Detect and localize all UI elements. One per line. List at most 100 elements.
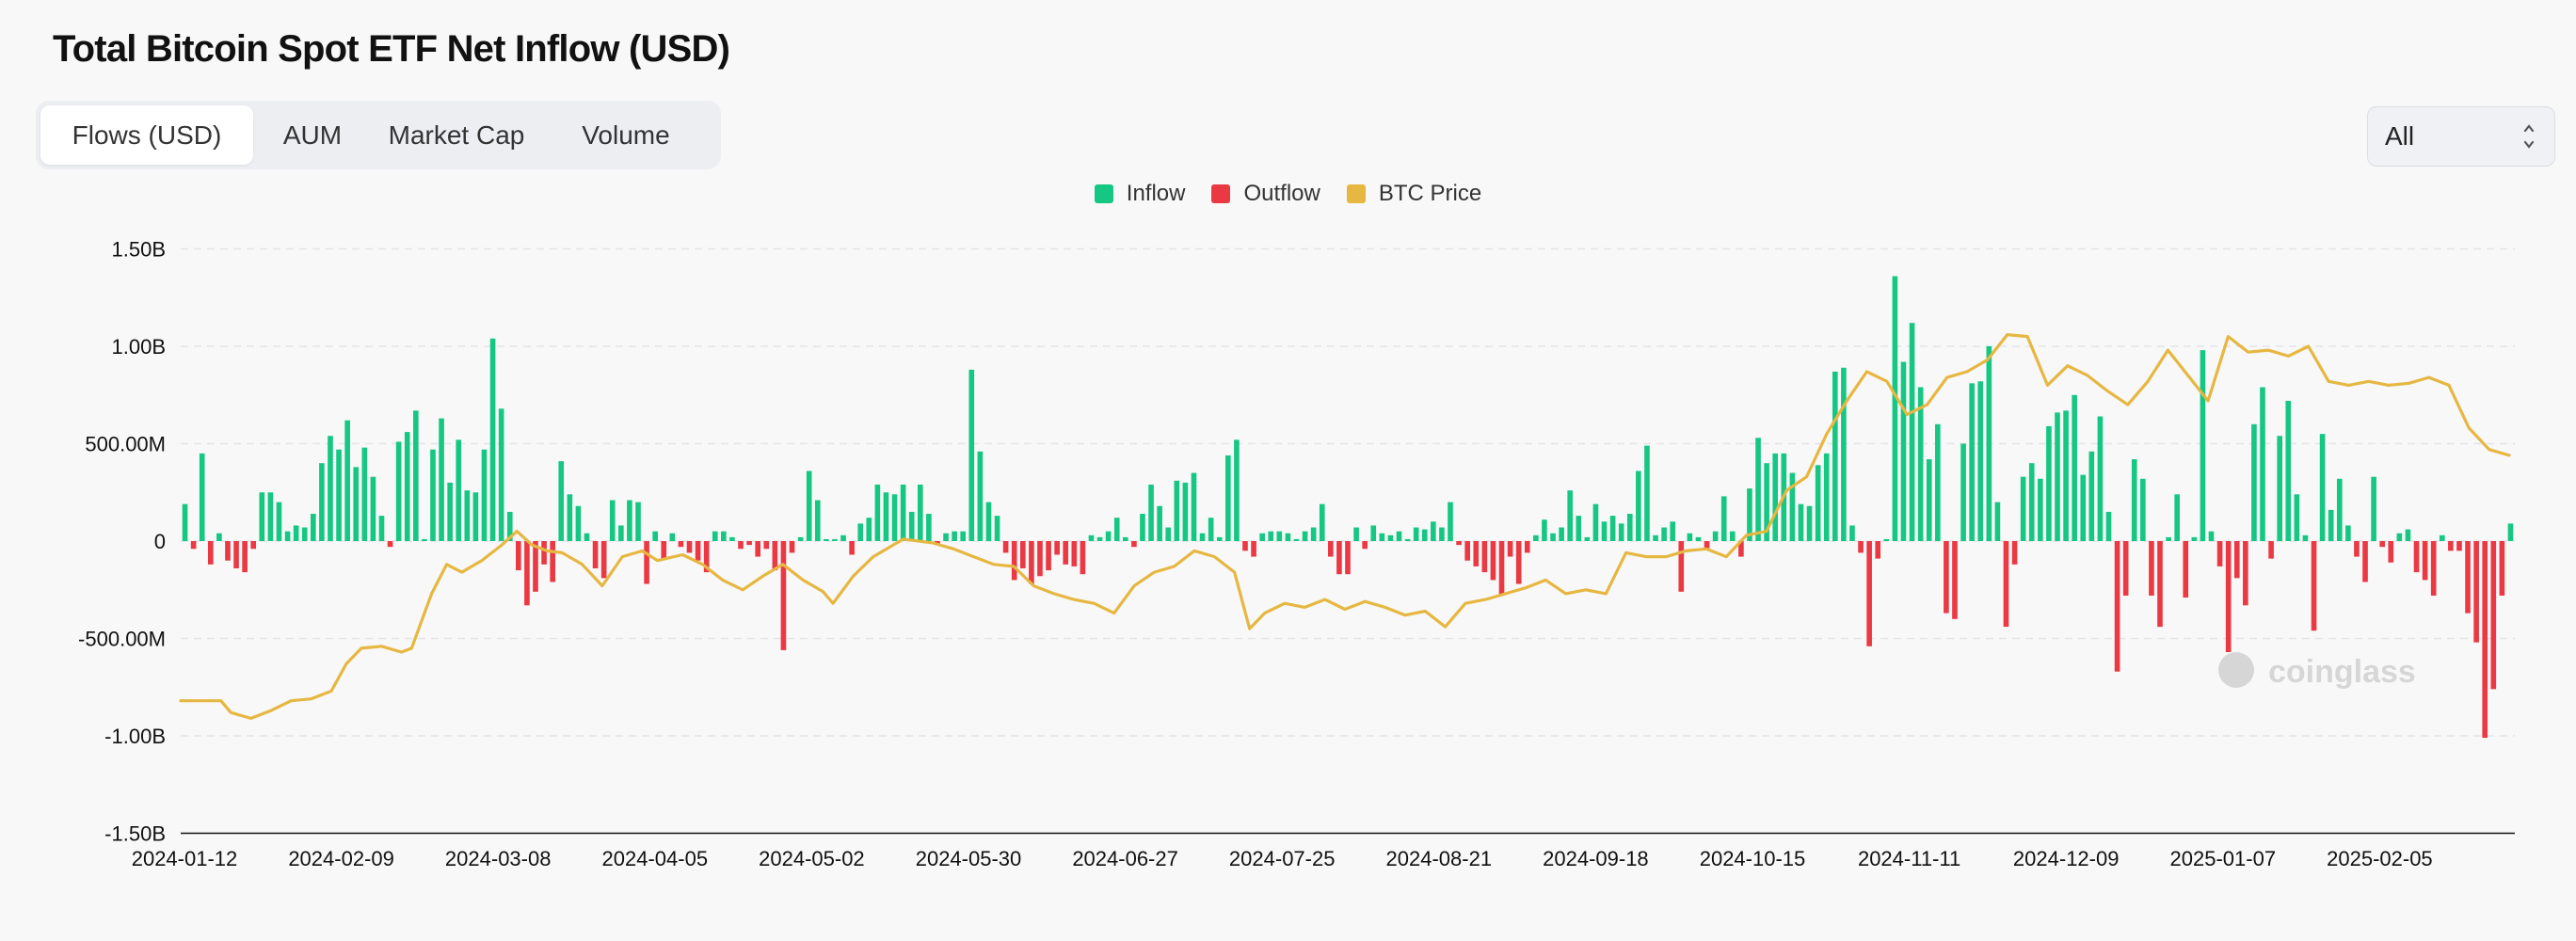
- inflow-bar: [584, 533, 590, 541]
- inflow-bar: [1618, 523, 1624, 541]
- inflow-bar: [1670, 521, 1676, 541]
- inflow-bar: [1174, 480, 1180, 541]
- inflow-bar: [985, 502, 992, 541]
- x-tick-label: 2024-05-02: [759, 847, 865, 870]
- legend-item-btc-price[interactable]: BTC Price: [1346, 181, 1482, 207]
- legend-item-outflow[interactable]: Outflow: [1211, 181, 1320, 207]
- outflow-bar: [2499, 541, 2505, 596]
- inflow-bar: [1140, 514, 1145, 541]
- inflow-bar: [2260, 387, 2265, 541]
- outflow-bar: [661, 541, 667, 559]
- y-tick-label: -1.00B: [104, 725, 166, 748]
- outflow-bar: [2216, 541, 2223, 566]
- inflow-bar: [1148, 484, 1154, 541]
- inflow-bar: [609, 500, 616, 541]
- outflow-bar: [2225, 541, 2232, 652]
- inflow-bar: [481, 449, 488, 541]
- outflow-bar: [2465, 541, 2471, 614]
- inflow-bar: [2063, 410, 2069, 541]
- inflow-bar: [1969, 383, 1975, 541]
- outflow-bar: [2149, 541, 2154, 596]
- outflow-bar: [1524, 541, 1530, 553]
- outflow-bar: [225, 541, 231, 561]
- inflow-bar: [1293, 538, 1300, 541]
- inflow-bar: [1815, 465, 1821, 541]
- inflow-bar: [344, 420, 350, 541]
- inflow-bar: [1695, 536, 1702, 541]
- inflow-bar: [1764, 463, 1769, 541]
- inflow-bar: [2174, 494, 2180, 541]
- inflow-bar: [1370, 525, 1377, 541]
- outflow-bar: [1866, 541, 1872, 646]
- inflow-bar: [1584, 536, 1591, 541]
- outflow-bar: [2448, 541, 2454, 551]
- inflow-bar: [1755, 438, 1761, 541]
- tab-volume[interactable]: Volume: [582, 120, 670, 150]
- outflow-bar: [1071, 541, 1078, 566]
- inflow-bar: [1542, 519, 1547, 541]
- outflow-bar: [1019, 541, 1026, 568]
- outflow-bar: [600, 541, 607, 579]
- inflow-bar: [430, 449, 436, 541]
- inflow-bar: [2336, 478, 2343, 541]
- outflow-bar: [2430, 541, 2437, 596]
- inflow-bar: [900, 484, 906, 541]
- inflow-bar: [1576, 516, 1582, 541]
- outflow-bar: [1131, 541, 1137, 548]
- outflow-bar: [1336, 541, 1342, 575]
- inflow-bar: [1601, 521, 1608, 541]
- inflow-bar: [1182, 482, 1189, 541]
- tab-aum[interactable]: AUM: [282, 120, 343, 150]
- outflow-bar: [550, 541, 555, 582]
- inflow-bar: [2131, 459, 2137, 541]
- inflow-bar: [1096, 536, 1103, 541]
- outflow-bar: [1858, 541, 1864, 553]
- y-tick-label: 0: [154, 530, 166, 553]
- inflow-bar: [2191, 536, 2198, 541]
- tab-flows[interactable]: Flows (USD): [40, 105, 253, 165]
- inflow-bar: [2251, 423, 2257, 541]
- inflow-bar: [1687, 533, 1693, 541]
- inflow-bar: [917, 484, 923, 541]
- inflow-bar: [1917, 387, 1924, 541]
- inflow-bar: [1165, 527, 1172, 541]
- inflow-bar: [2028, 463, 2035, 541]
- inflow-bar: [2097, 416, 2104, 541]
- inflow-bar: [2371, 476, 2376, 541]
- outflow-bar: [2413, 541, 2420, 573]
- x-tick-label: 2024-03-08: [445, 847, 552, 870]
- inflow-bar: [1225, 455, 1231, 541]
- legend-swatch-btc-price: [1346, 184, 1366, 203]
- outflow-bar: [533, 541, 538, 592]
- inflow-bar: [506, 511, 513, 541]
- coinglass-watermark: coinglass: [2218, 652, 2416, 690]
- tab-market-cap[interactable]: Market Cap: [388, 120, 525, 150]
- inflow-bar: [2200, 350, 2206, 541]
- inflow-bar: [1122, 536, 1128, 541]
- inflow-bar: [567, 494, 573, 541]
- outflow-bar: [1515, 541, 1522, 584]
- inflow-bar: [216, 533, 222, 541]
- btc-price-line: [179, 333, 2511, 721]
- inflow-bar: [618, 525, 624, 541]
- inflow-bar: [840, 534, 846, 541]
- inflow-bar: [1841, 367, 1847, 541]
- outflow-bar: [1738, 541, 1744, 557]
- outflow-bar: [1875, 541, 1881, 559]
- legend-item-inflow[interactable]: Inflow: [1094, 181, 1185, 207]
- outflow-bar: [1251, 541, 1256, 557]
- inflow-bar: [2038, 478, 2043, 541]
- inflow-bar: [994, 516, 1000, 541]
- legend-label-btc-price: BTC Price: [1378, 181, 1482, 206]
- inflow-bar: [1259, 533, 1265, 541]
- inflow-bar: [1285, 533, 1291, 541]
- inflow-bar: [1609, 516, 1616, 541]
- inflow-bar: [1431, 521, 1436, 541]
- inflow-bar: [1353, 527, 1359, 541]
- inflow-bar: [908, 511, 915, 541]
- outflow-bar: [780, 541, 787, 650]
- outflow-bar: [746, 541, 752, 546]
- inflow-bar: [319, 463, 325, 541]
- range-select[interactable]: All: [2367, 106, 2555, 167]
- inflow-bar: [1720, 496, 1727, 541]
